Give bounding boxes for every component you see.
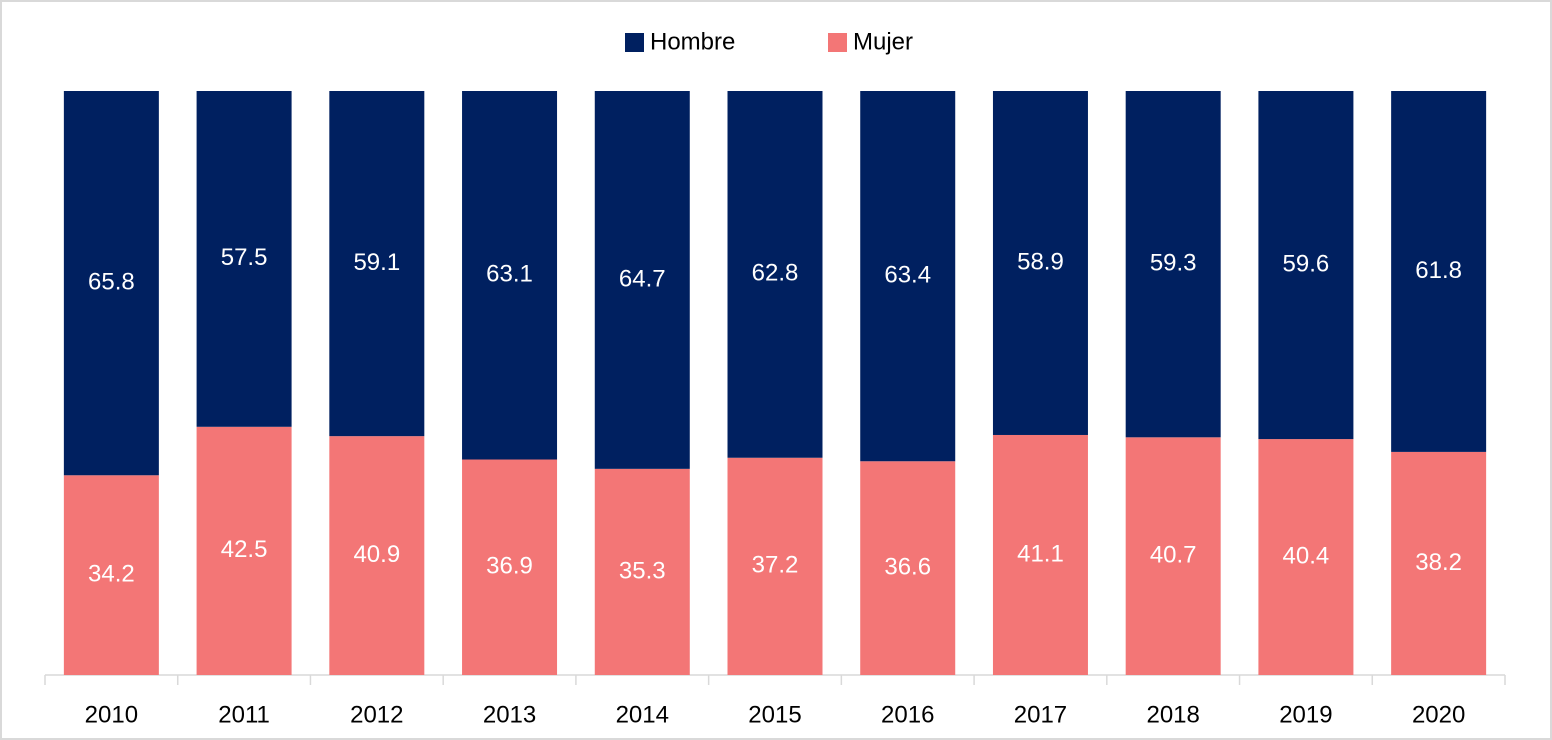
- bar-segment: [1258, 439, 1354, 675]
- bar-segment: [196, 426, 292, 675]
- data-label: 57.5: [221, 244, 268, 271]
- bar-segment: [992, 91, 1088, 435]
- x-tick-label: 2017: [1014, 701, 1067, 728]
- bar-segment: [1125, 91, 1221, 438]
- x-tick-label: 2016: [881, 701, 934, 728]
- x-tick-label: 2013: [483, 701, 536, 728]
- x-tick-label: 2011: [218, 701, 270, 728]
- data-label: 38.2: [1415, 549, 1462, 576]
- bar-segment: [329, 91, 425, 437]
- bar-segment: [63, 91, 159, 476]
- legend-label: Mujer: [853, 28, 913, 55]
- data-label: 34.2: [88, 560, 135, 587]
- data-label: 61.8: [1415, 257, 1462, 284]
- bar-segment: [992, 434, 1088, 675]
- bar-segment: [1258, 91, 1354, 440]
- legend-label: Hombre: [650, 28, 735, 55]
- bar-segment: [63, 475, 159, 675]
- data-label: 59.1: [353, 249, 400, 276]
- x-tick-label: 2020: [1412, 701, 1465, 728]
- x-tick-label: 2019: [1279, 701, 1332, 728]
- data-label: 59.6: [1283, 250, 1330, 277]
- data-label: 63.4: [884, 261, 931, 288]
- data-label: 62.8: [752, 260, 799, 287]
- data-label: 36.6: [884, 553, 931, 580]
- bar-segment: [860, 91, 956, 462]
- data-label: 59.3: [1150, 249, 1197, 276]
- bar-segment: [1391, 91, 1487, 452]
- bar-segment: [462, 91, 558, 460]
- legend-swatch: [625, 33, 644, 52]
- bar-segment: [727, 457, 823, 675]
- x-tick-label: 2018: [1146, 701, 1199, 728]
- data-label: 42.5: [221, 536, 268, 563]
- bar-segment: [462, 459, 558, 675]
- bar-segment: [594, 91, 690, 469]
- data-label: 65.8: [88, 268, 135, 295]
- data-label: 64.7: [619, 265, 666, 292]
- x-tick-label: 2012: [350, 701, 403, 728]
- x-tick-label: 2014: [616, 701, 669, 728]
- x-tick-label: 2015: [748, 701, 801, 728]
- bar-segment: [727, 91, 823, 458]
- bar-segment: [329, 436, 425, 675]
- data-label: 63.1: [486, 261, 533, 288]
- data-label: 35.3: [619, 557, 666, 584]
- bar-segment: [196, 91, 292, 427]
- x-tick-label: 2010: [85, 701, 138, 728]
- data-label: 58.9: [1017, 248, 1064, 275]
- data-label: 41.1: [1017, 540, 1064, 567]
- data-label: 37.2: [752, 552, 799, 579]
- data-label: 36.9: [486, 553, 533, 580]
- bar-segment: [860, 461, 956, 675]
- data-label: 40.9: [353, 541, 400, 568]
- legend-swatch: [828, 33, 847, 52]
- data-label: 40.4: [1283, 542, 1330, 569]
- bar-segment: [594, 468, 690, 675]
- bar-segment: [1125, 437, 1221, 675]
- data-label: 40.7: [1150, 541, 1197, 568]
- bar-segment: [1391, 451, 1487, 675]
